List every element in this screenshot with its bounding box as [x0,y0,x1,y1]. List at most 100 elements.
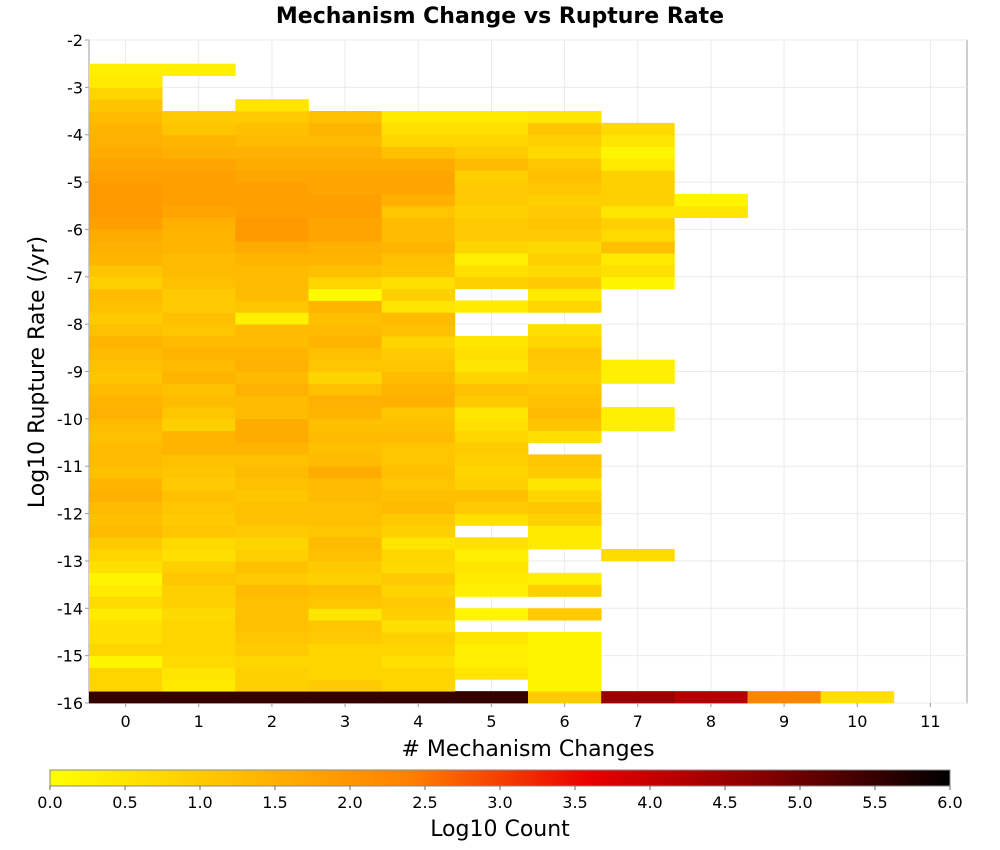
heatmap-cell [454,608,529,621]
heatmap-cell [528,324,602,337]
y-axis-label: Log10 Rupture Rate (/yr) [25,236,50,508]
heatmap-cell [162,63,236,76]
heatmap-cell [601,158,675,171]
heatmap-cell [235,489,309,503]
heatmap-cell [528,253,602,266]
heatmap-cell [235,537,309,550]
heatmap-cell [162,193,236,207]
heatmap-cell [381,478,456,491]
heatmap-cell [601,371,675,384]
heatmap-cell [381,288,456,301]
y-tick-label: -11 [57,457,83,476]
heatmap-cell [308,170,383,183]
heatmap-cell [89,643,163,657]
heatmap-cell [235,371,309,384]
heatmap-cell [162,537,236,550]
heatmap-cell [381,170,456,183]
heatmap-cell [454,158,529,171]
heatmap-cell [162,620,236,633]
x-axis-label: # Mechanism Changes [401,737,654,762]
heatmap-cell [528,691,602,704]
x-tick-label: 1 [194,712,204,731]
colorbar-tick-label: 4.5 [712,793,737,812]
heatmap-cell [308,182,383,195]
heatmap-cell [381,276,456,290]
heatmap-cell [381,430,456,443]
heatmap-cell [308,288,383,301]
heatmap-cell [162,288,236,301]
heatmap-cell [528,631,602,645]
heatmap-cell [235,312,309,325]
heatmap-cell [308,111,383,124]
heatmap-cell [381,501,456,514]
heatmap-cell [89,371,163,384]
heatmap-cell [235,324,309,337]
heatmap-cell [89,655,163,668]
heatmap-cell [89,359,163,372]
heatmap-cell [162,217,236,230]
heatmap-cell [381,312,456,325]
heatmap-cell [601,241,675,254]
heatmap-cell [601,205,675,218]
heatmap-cell [308,300,383,313]
x-tick-label: 2 [267,712,277,731]
heatmap-cell [381,631,456,645]
heatmap-cell [381,667,456,680]
heatmap-cell [528,454,602,467]
heatmap-cell [308,264,383,278]
heatmap-cell [601,264,675,278]
heatmap-cell [381,418,456,432]
heatmap-cell [308,395,383,408]
heatmap-cell [381,111,456,124]
heatmap-cell [454,276,529,290]
heatmap-cell [454,655,529,668]
heatmap-cell [381,572,456,586]
y-tick-label: -14 [57,599,83,618]
y-tick-label: -8 [67,315,83,334]
heatmap-cell [601,193,675,207]
heatmap-cell [308,347,383,361]
heatmap-cell [528,359,602,372]
heatmap-cell [528,418,602,432]
heatmap-cell [162,466,236,479]
heatmap-cell [162,407,236,420]
heatmap-cell [381,158,456,171]
heatmap-cell [308,525,383,538]
heatmap-cell [528,205,602,218]
heatmap-cell [381,513,456,526]
colorbar-tick-label: 6.0 [937,793,962,812]
heatmap-cell [528,264,602,278]
heatmap-cell [235,560,309,574]
heatmap-cell [454,359,529,372]
heatmap-cell [89,442,163,455]
heatmap-cell [308,241,383,254]
heatmap-cell [89,525,163,538]
heatmap-cell [820,691,895,704]
heatmap-cell [162,489,236,503]
heatmap-cell [235,170,309,183]
heatmap-cell [89,489,163,503]
heatmap-cell [162,324,236,337]
heatmap-cell [381,324,456,337]
heatmap-cell [162,241,236,254]
x-tick-label: 4 [413,712,423,731]
heatmap-cell [454,111,529,124]
heatmap-cell [454,371,529,384]
y-tick-label: -6 [67,220,83,239]
heatmap-cell [308,454,383,467]
heatmap-cell [528,182,602,195]
heatmap-cell [454,241,529,254]
heatmap-cell [601,407,675,420]
x-tick-label: 10 [847,712,867,731]
heatmap-cell [235,300,309,313]
heatmap-cell [89,300,163,313]
x-tick-label: 9 [779,712,789,731]
heatmap-cell [601,182,675,195]
heatmap-cell [89,217,163,230]
heatmap-cell [308,324,383,337]
heatmap-cell [454,264,529,278]
heatmap-cell [308,501,383,514]
heatmap-cell [162,205,236,218]
heatmap-cell [381,679,456,692]
heatmap-cell [454,146,529,159]
